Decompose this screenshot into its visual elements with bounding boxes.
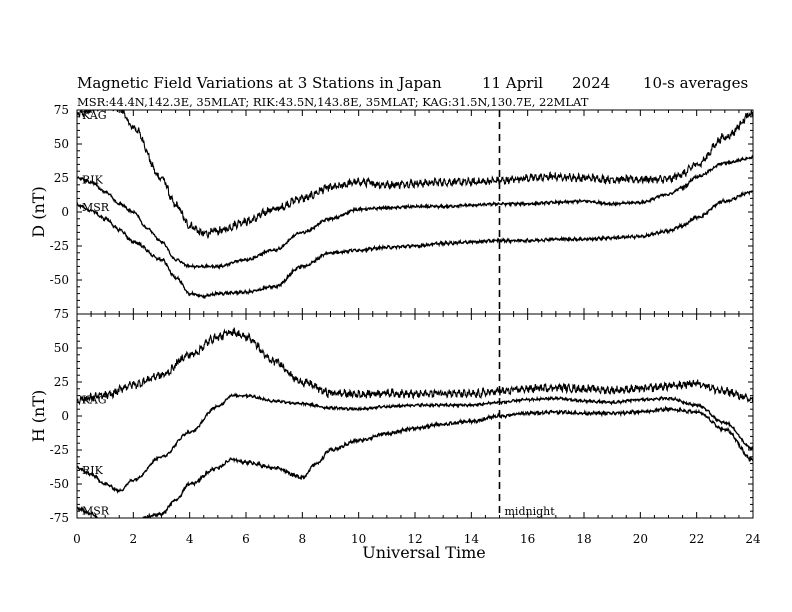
y-axis-label-H: H (nT)	[29, 390, 48, 443]
station-label-RIK: RIK	[82, 173, 104, 186]
y-tick-label: 50	[54, 137, 69, 151]
x-tick-label: 8	[299, 532, 307, 546]
y-tick-label: -75	[50, 511, 69, 525]
x-tick-label: 0	[73, 532, 81, 546]
y-tick-label: -25	[50, 443, 69, 457]
x-tick-label: 10	[351, 532, 366, 546]
chart-year: 2024	[572, 74, 610, 92]
y-tick-label: -50	[50, 273, 69, 287]
x-tick-label: 4	[186, 532, 194, 546]
station-label-MSR: MSR	[82, 201, 110, 214]
station-label-MSR: MSR	[82, 504, 110, 517]
series-MSR-D	[77, 190, 753, 300]
y-tick-label: -50	[50, 477, 69, 491]
x-tick-label: 6	[242, 532, 250, 546]
chart-title: Magnetic Field Variations at 3 Stations …	[77, 74, 442, 92]
series-KAG-H	[77, 327, 753, 406]
panel-H: 75 50 25 0 -25 -50 -75 H (nT) KAG RIK MSR	[29, 307, 754, 525]
station-label-KAG: KAG	[82, 109, 107, 122]
series-KAG-D	[77, 110, 753, 240]
y-tick-label: 75	[54, 103, 69, 117]
series-RIK-D	[77, 154, 753, 270]
y-axis-label-D: D (nT)	[29, 186, 48, 237]
x-tick-label: 20	[633, 532, 648, 546]
y-tick-label: 25	[54, 375, 69, 389]
y-tick-label: -25	[50, 239, 69, 253]
series-MSR-H	[77, 405, 753, 518]
x-tick-label: 22	[689, 532, 704, 546]
x-tick-label: 12	[407, 532, 422, 546]
x-tick-label: 16	[520, 532, 535, 546]
y-tick-label: 75	[54, 307, 69, 321]
x-axis-label: Universal Time	[362, 543, 485, 562]
x-tick-label: 18	[576, 532, 591, 546]
chart-date: 11 April	[482, 74, 543, 92]
x-tick-label: 14	[464, 532, 480, 546]
midnight-label: midnight	[505, 505, 556, 518]
averaging-label: 10-s averages	[643, 74, 748, 92]
x-tick-label: 2	[130, 532, 138, 546]
x-tick-label: 24	[745, 532, 761, 546]
y-tick-label: 50	[54, 341, 69, 355]
y-tick-label: 0	[61, 409, 69, 423]
plot-layer: 75 50 25 0 -25 -50 D (nT) KAG RIK MSR 75 50 25 0 -25 -5…	[29, 103, 761, 546]
station-label-KAG: KAG	[82, 393, 107, 406]
panel-frame-H	[76, 313, 754, 519]
y-tick-label: 25	[54, 171, 69, 185]
panel-D: 75 50 25 0 -25 -50 D (nT) KAG RIK MSR	[29, 103, 754, 315]
station-label-RIK: RIK	[82, 464, 104, 477]
series-RIK-H	[77, 392, 753, 495]
panel-frame-D	[76, 109, 754, 315]
y-tick-label: 0	[61, 205, 69, 219]
station-coordinates: MSR:44.4N,142.3E, 35MLAT; RIK:43.5N,143.…	[77, 95, 589, 109]
